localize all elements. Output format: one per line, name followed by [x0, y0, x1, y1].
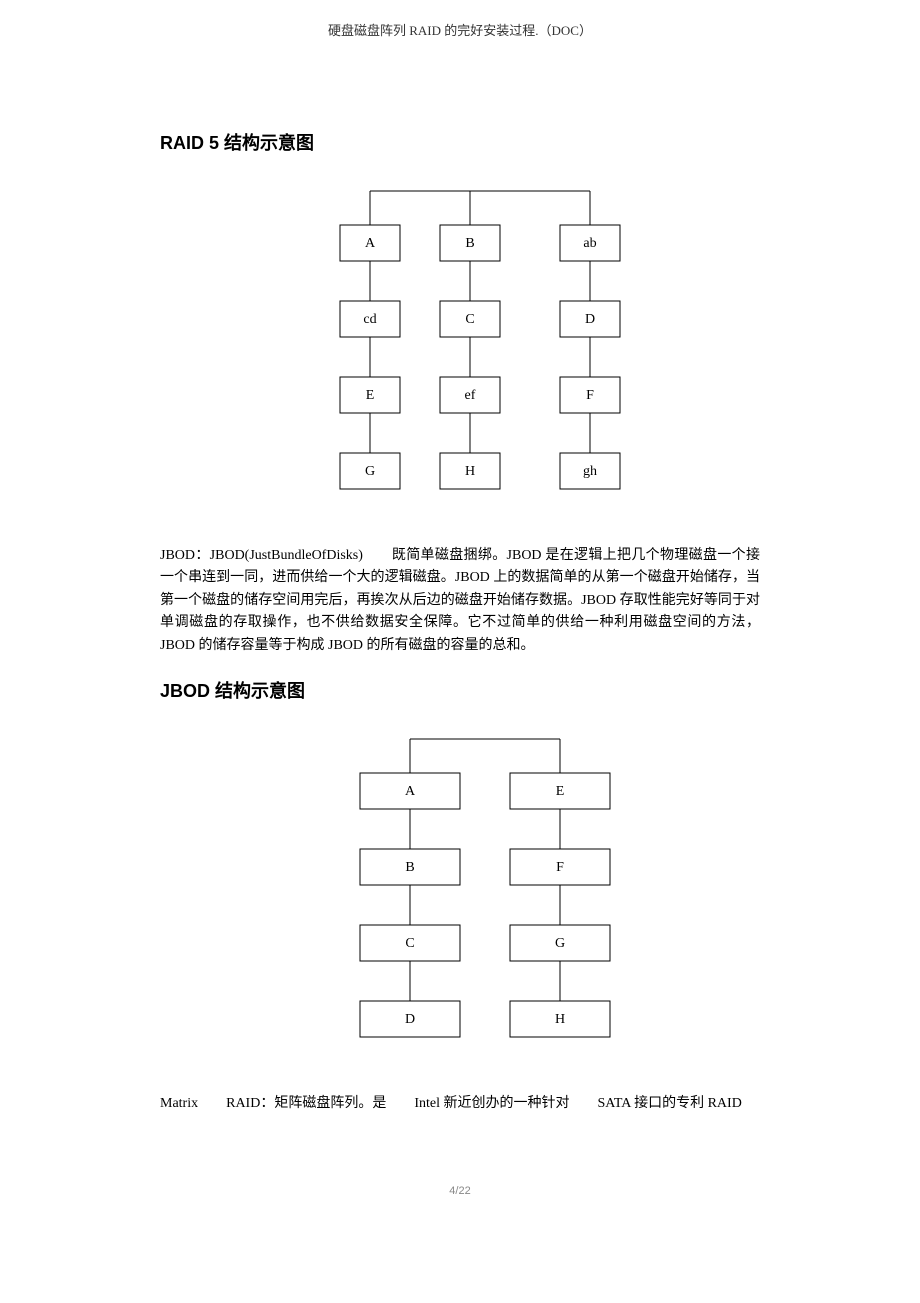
matrix-raid-paragraph: Matrix RAID：矩阵磁盘阵列。是 Intel 新近创办的一种针对 SAT… [160, 1093, 760, 1115]
svg-text:G: G [555, 936, 565, 951]
svg-text:H: H [465, 464, 475, 479]
svg-text:ef: ef [465, 388, 476, 403]
jbod-title: JBOD 结构示意图 [160, 677, 760, 703]
svg-text:A: A [365, 236, 376, 251]
svg-text:C: C [465, 312, 474, 327]
svg-text:C: C [405, 936, 414, 951]
svg-text:F: F [556, 860, 564, 875]
svg-text:H: H [555, 1012, 565, 1027]
page: 硬盘磁盘阵列 RAID 的完好安装过程.（DOC） RAID 5 结构示意图 A… [0, 0, 920, 1257]
raid5-diagram: A Bab cd C D Eef F G Hgh [160, 175, 760, 505]
svg-text:B: B [465, 236, 474, 251]
svg-text:D: D [585, 312, 595, 327]
jbod-diagram: A E B F C G D H [160, 723, 760, 1053]
svg-text:E: E [366, 388, 375, 403]
document-header: 硬盘磁盘阵列 RAID 的完好安装过程.（DOC） [160, 20, 760, 39]
svg-text:ab: ab [583, 236, 596, 251]
svg-text:B: B [405, 860, 414, 875]
page-number: 4/22 [160, 1185, 760, 1197]
svg-text:E: E [556, 784, 565, 799]
svg-text:cd: cd [363, 312, 376, 327]
svg-text:D: D [405, 1012, 415, 1027]
svg-text:G: G [365, 464, 375, 479]
svg-text:F: F [586, 388, 594, 403]
raid5-title: RAID 5 结构示意图 [160, 129, 760, 155]
svg-text:A: A [405, 784, 416, 799]
jbod-description-paragraph: JBOD：JBOD(JustBundleOfDisks) 既简单磁盘捆绑。JBO… [160, 545, 760, 657]
svg-text:gh: gh [583, 464, 597, 479]
